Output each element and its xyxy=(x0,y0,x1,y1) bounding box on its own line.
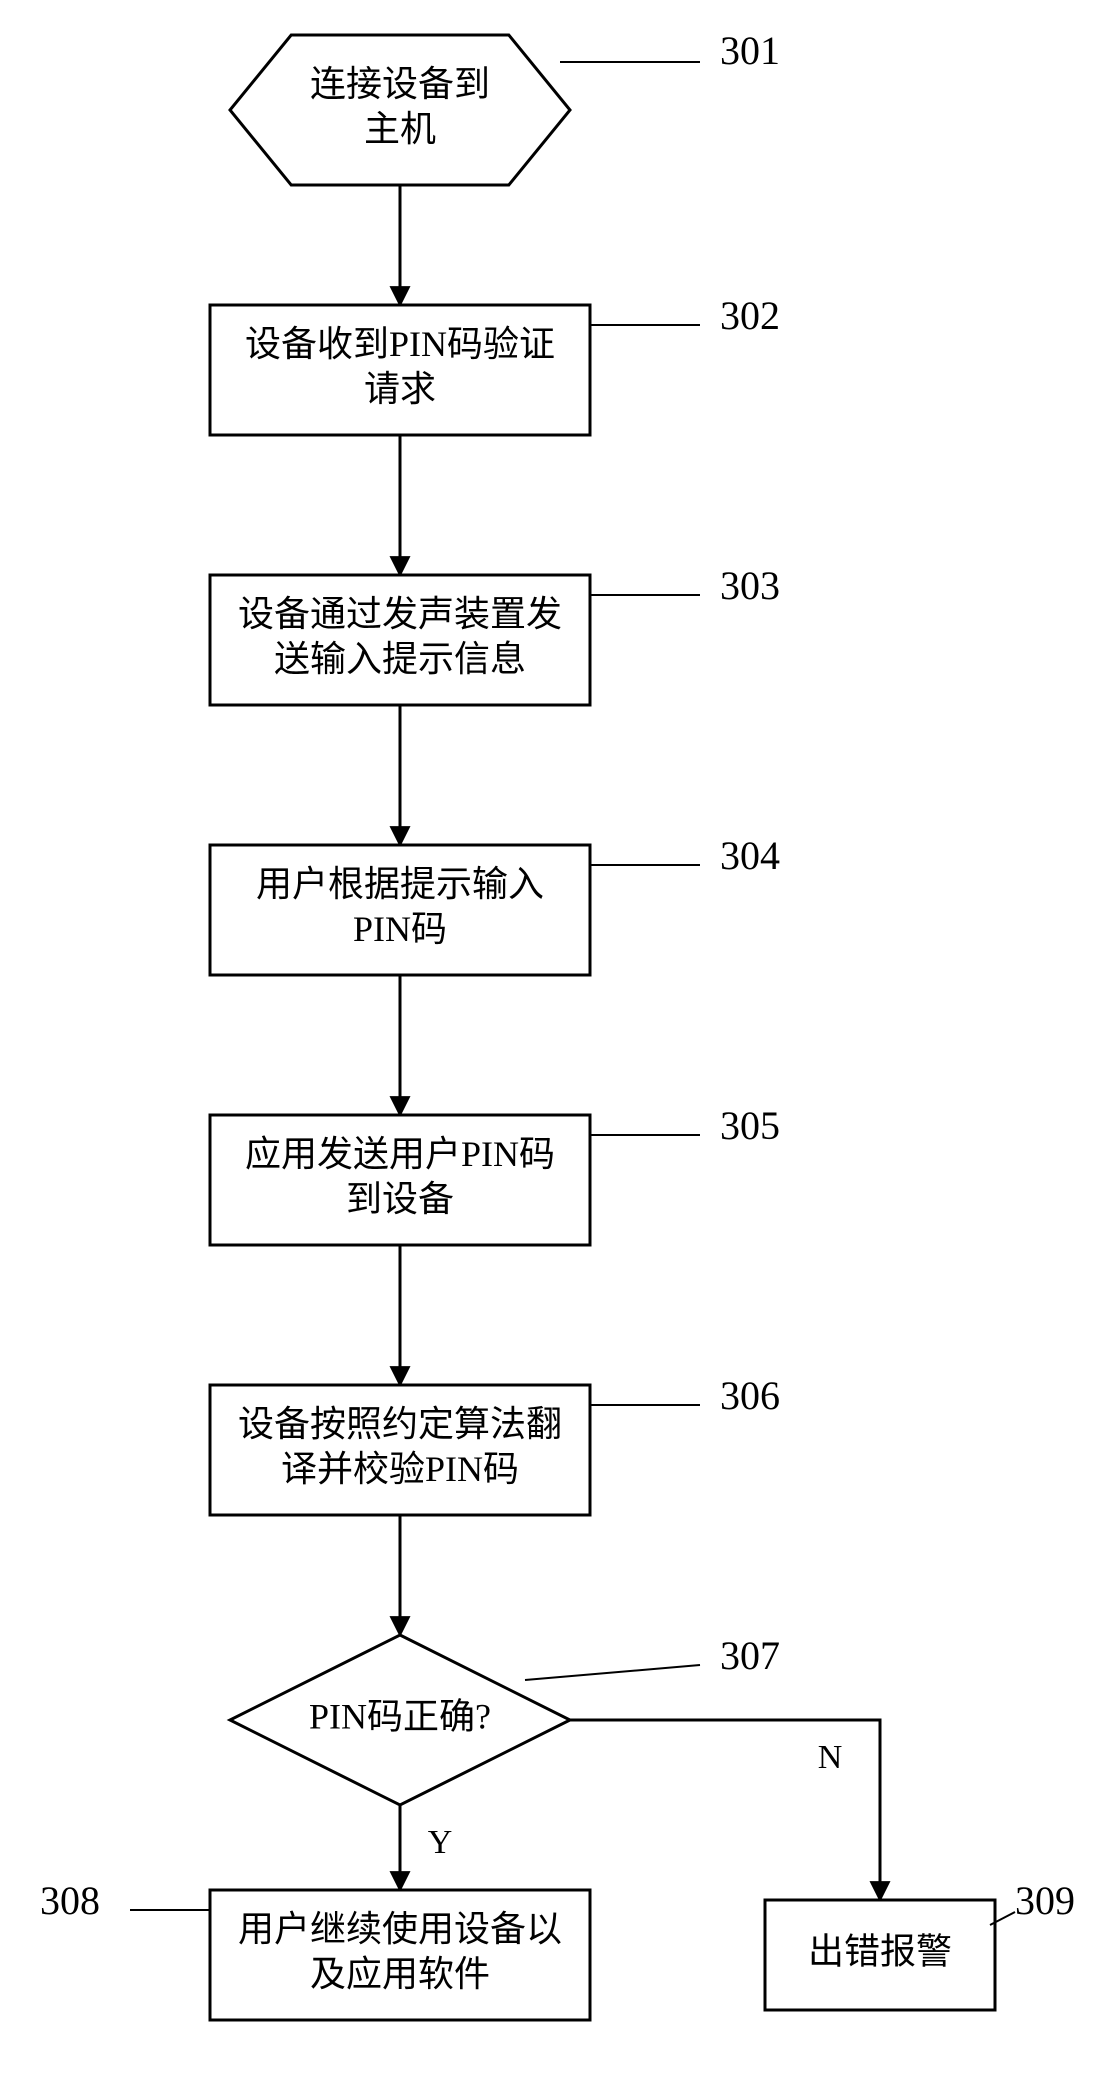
node-text: 送输入提示信息 xyxy=(274,639,526,679)
edge-label: N xyxy=(818,1739,843,1776)
node-text: PIN码 xyxy=(353,909,447,949)
node-text: 设备收到PIN码验证 xyxy=(245,324,555,364)
node-text: 用户根据提示输入 xyxy=(256,864,544,904)
step-number: 307 xyxy=(720,1633,780,1678)
step-number: 303 xyxy=(720,563,780,608)
flowchart-canvas: Y N 连接设备到主机设备收到PIN码验证请求设备通过发声装置发送输入提示信息用户根… xyxy=(0,0,1106,2076)
node-text: 设备按照约定算法翻 xyxy=(238,1404,562,1444)
step-number: 308 xyxy=(40,1878,100,1923)
node-text: 请求 xyxy=(364,369,436,409)
node-text: 到设备 xyxy=(346,1179,454,1219)
node-text: 用户继续使用设备以 xyxy=(238,1909,562,1949)
step-number: 305 xyxy=(720,1103,780,1148)
step-number: 304 xyxy=(720,833,780,878)
node-text: PIN码正确? xyxy=(309,1696,491,1736)
node-text: 出错报警 xyxy=(808,1931,952,1971)
step-number: 306 xyxy=(720,1373,780,1418)
step-number: 302 xyxy=(720,293,780,338)
node-text: 及应用软件 xyxy=(310,1954,490,1994)
node-text: 应用发送用户PIN码 xyxy=(245,1134,555,1174)
edge-label: Y xyxy=(428,1824,453,1861)
step-number: 301 xyxy=(720,28,780,73)
step-number: 309 xyxy=(1015,1878,1075,1923)
node-text: 设备通过发声装置发 xyxy=(238,594,562,634)
node-text: 连接设备到 xyxy=(310,64,490,104)
node-text: 译并校验PIN码 xyxy=(281,1449,519,1489)
node-text: 主机 xyxy=(364,109,436,149)
leader-line xyxy=(525,1665,700,1680)
